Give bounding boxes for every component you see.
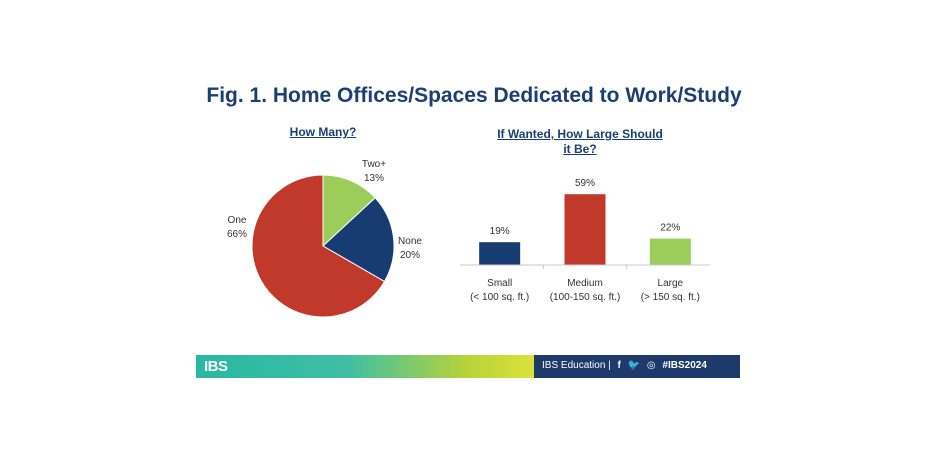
- ibs-logo: IBS: [204, 358, 228, 375]
- facebook-icon[interactable]: f: [617, 360, 621, 371]
- bar-category-label: Small: [487, 278, 512, 289]
- twitter-icon[interactable]: 🐦: [627, 360, 641, 371]
- footer-gradient-bar: IBS: [196, 355, 534, 378]
- pie-slice-value-label: 13%: [364, 173, 384, 184]
- hashtag-label: #IBS2024: [662, 360, 707, 371]
- pie-slice-label: One: [228, 215, 247, 226]
- bar-category-label: Large: [658, 278, 684, 289]
- instagram-icon[interactable]: ◎: [646, 360, 656, 371]
- bar-category-label: (< 100 sq. ft.): [470, 292, 529, 303]
- pie-slice-label: Two+: [362, 159, 386, 170]
- footer-text: IBS Education | f 🐦 ◎ #IBS2024: [542, 360, 707, 371]
- bar-large: [649, 238, 691, 265]
- pie-slice-value-label: 20%: [400, 250, 420, 261]
- footer-info-bar: IBS Education | f 🐦 ◎ #IBS2024: [534, 355, 740, 378]
- bar-medium: [564, 194, 606, 265]
- page-title: Fig. 1. Home Offices/Spaces Dedicated to…: [206, 84, 742, 107]
- bar-category-label: Medium: [567, 278, 603, 289]
- pie-slice-none: [322, 197, 395, 283]
- pie-slice-value-label: 66%: [227, 229, 247, 240]
- footer-banner: IBS IBS Education | f 🐦 ◎ #IBS2024: [196, 355, 740, 378]
- pie-slice-label: None: [398, 236, 422, 247]
- pie-slice-two: [322, 174, 376, 248]
- bar-small: [479, 242, 521, 265]
- footer-label: IBS Education |: [542, 360, 611, 371]
- bar-value-label: 19%: [490, 226, 510, 237]
- bar-category-label: (> 150 sq. ft.): [641, 292, 700, 303]
- pie-slice-one: [251, 174, 386, 318]
- bar-category-label: (100-150 sq. ft.): [550, 292, 621, 303]
- pie-chart-title: How Many?: [289, 125, 357, 139]
- bar-value-label: 59%: [575, 178, 595, 189]
- bar-value-label: 22%: [660, 223, 680, 234]
- bar-chart-title: If Wanted, How Large Should it Be?: [497, 127, 663, 156]
